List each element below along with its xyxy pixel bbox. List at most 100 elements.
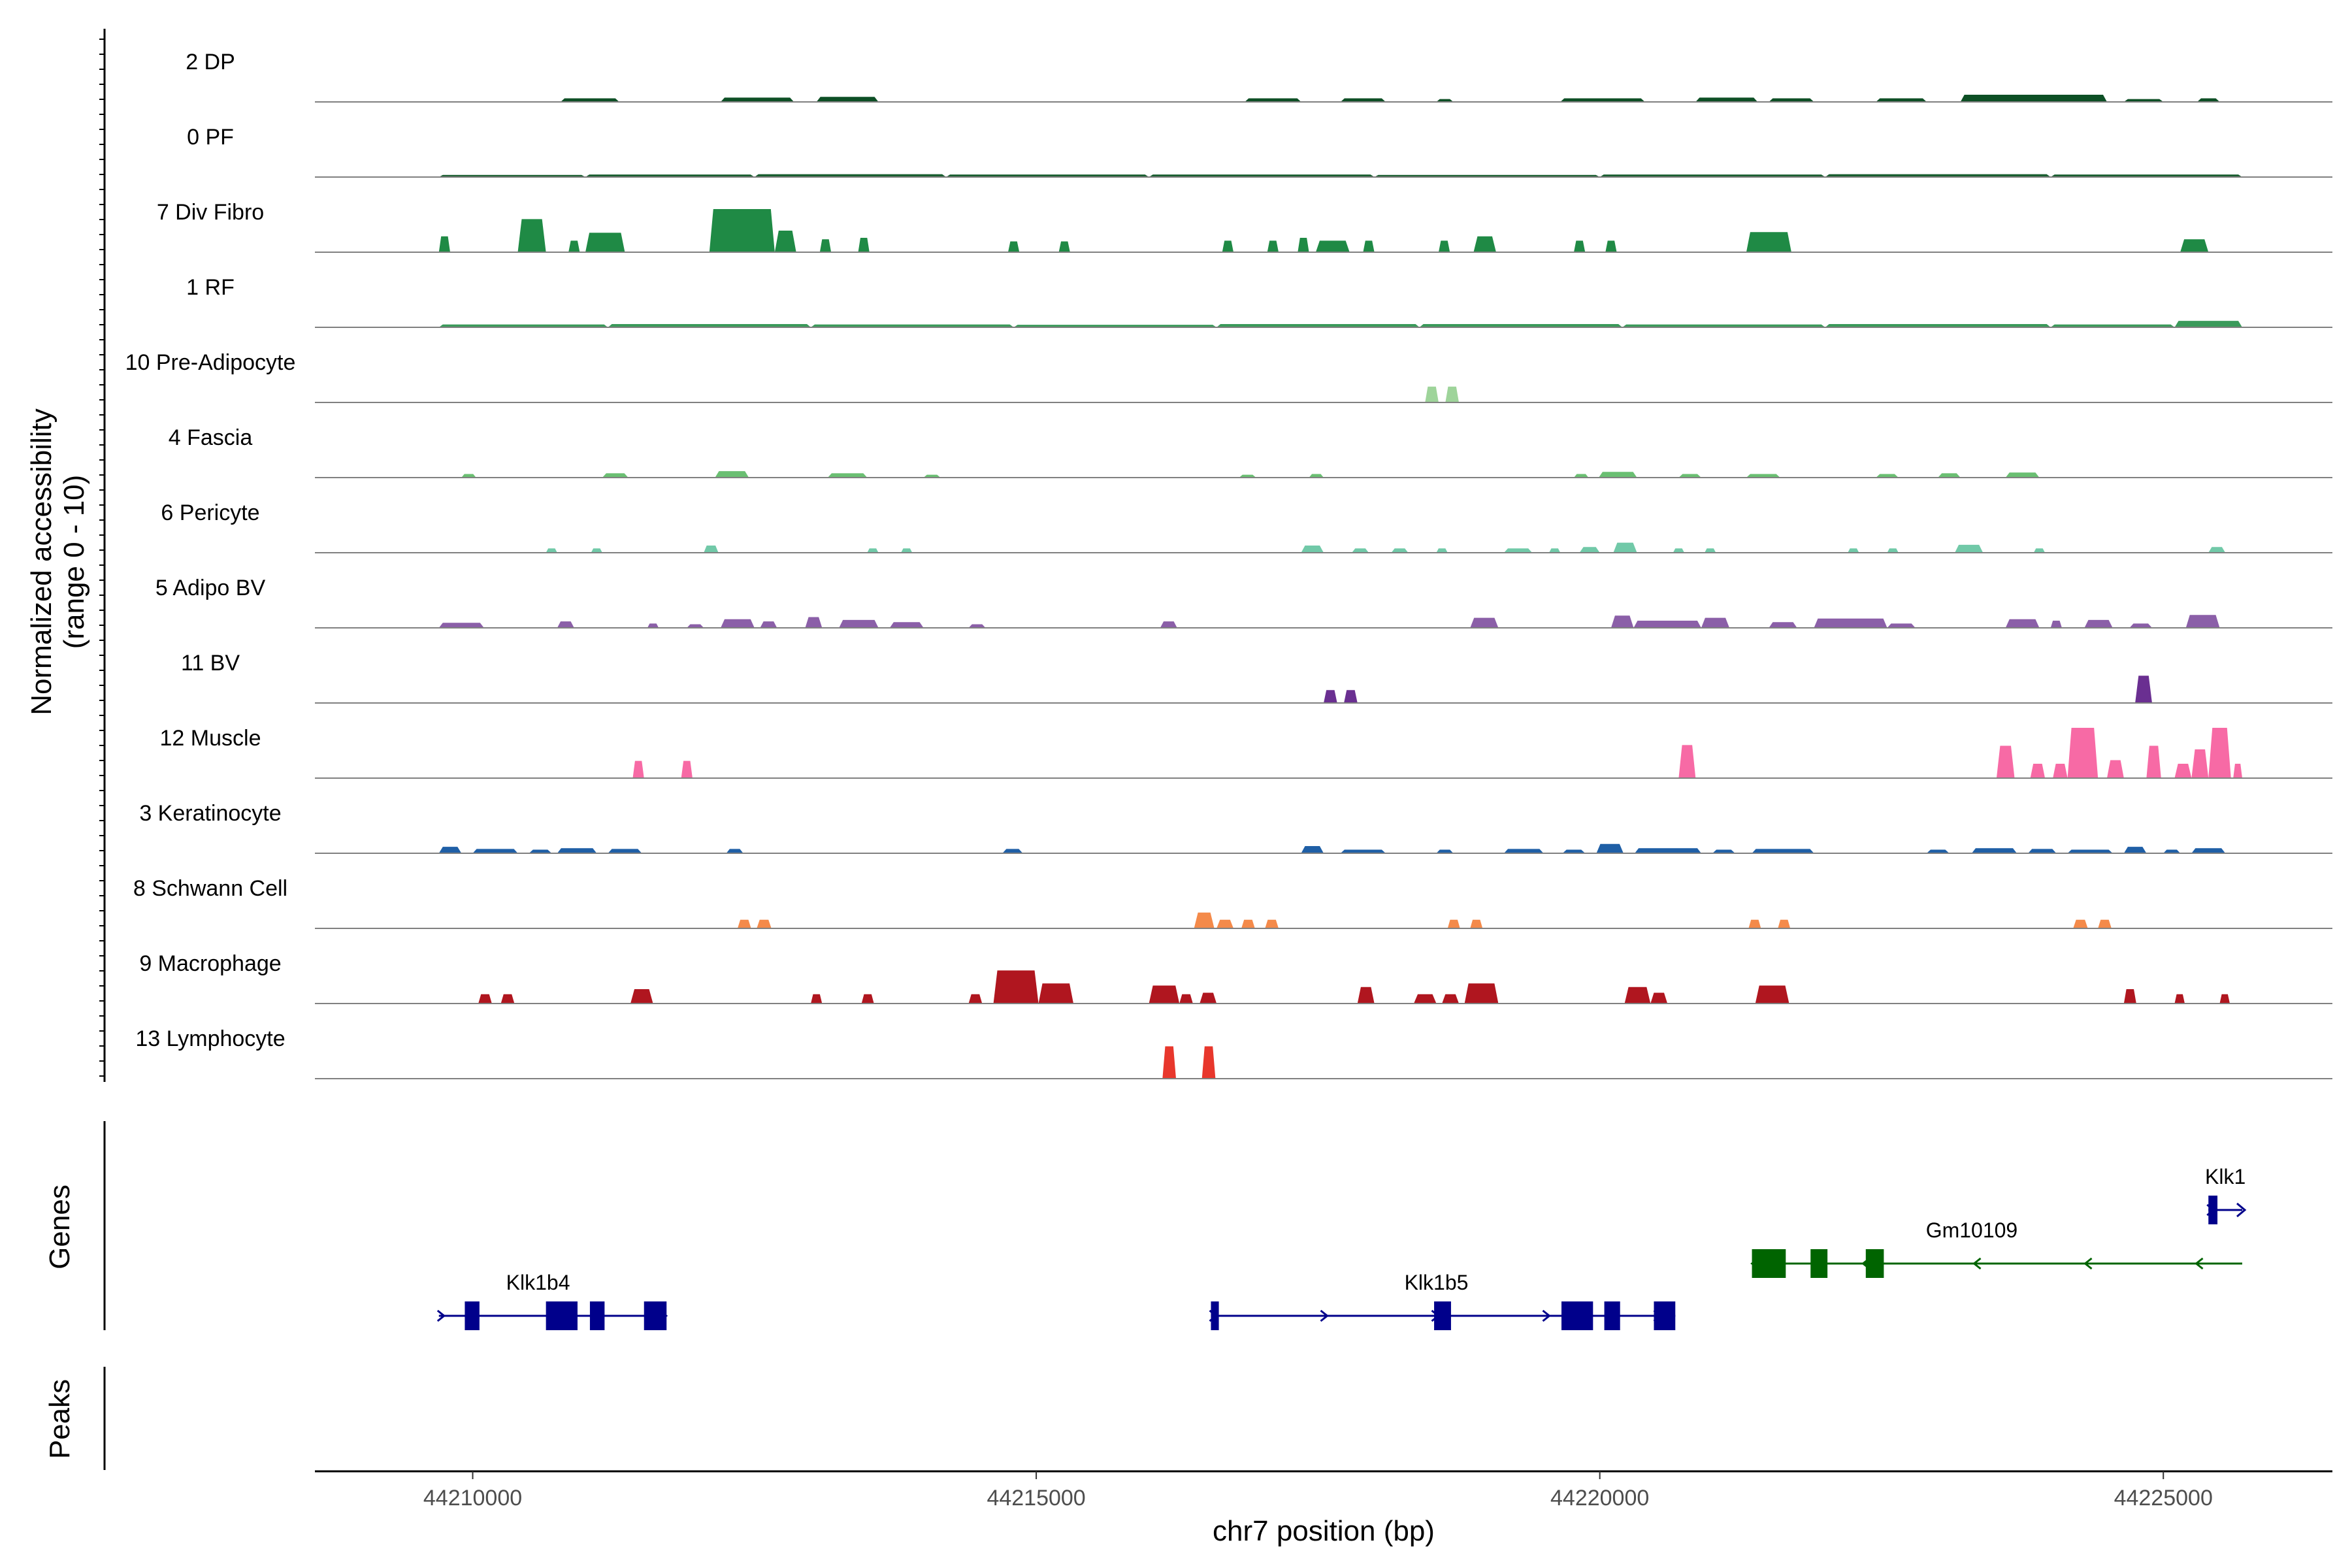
coverage-peak [2005, 619, 2040, 628]
coverage-peak [1938, 473, 1961, 478]
coverage-peak [472, 849, 518, 853]
coverage-peak [968, 624, 986, 628]
track-label: 5 Adipo BV [155, 576, 266, 600]
gene-label: Klk1b4 [506, 1271, 570, 1294]
gene-exon [546, 1301, 578, 1330]
track-label: 6 Pericyte [161, 500, 259, 525]
coverage-peak [2005, 472, 2040, 478]
coverage-peak [2123, 99, 2164, 102]
coverage-peak [529, 849, 552, 853]
coverage-peak [1002, 849, 1023, 853]
coverage-peak [1579, 547, 1600, 553]
coverage-peak [1955, 544, 1984, 553]
coverage-peak [557, 621, 574, 628]
coverage-peak [1678, 745, 1696, 778]
x-tick-label: 44210000 [423, 1486, 522, 1511]
x-axis-title: chr7 position (bp) [1213, 1515, 1435, 1547]
coverage-peak [1309, 474, 1324, 478]
coverage-peak [1391, 548, 1409, 553]
track: 0 PF [187, 125, 2332, 178]
coverage-peak [1971, 848, 2017, 853]
coverage-peak [1887, 623, 1916, 628]
coverage-peak [1438, 240, 1450, 252]
coverage-peak [438, 324, 608, 327]
coverage-peak [1504, 548, 1533, 553]
coverage-peak [1340, 98, 1386, 102]
coverage-peak [1217, 324, 1420, 327]
track-label: 12 Muscle [160, 726, 261, 751]
coverage-peak [2191, 749, 2209, 778]
gene-label: Klk1 [2205, 1165, 2246, 1188]
track: 2 DP [186, 50, 2332, 103]
coverage-peak [608, 324, 811, 327]
coverage-peak [1673, 548, 1685, 553]
coverage-peak [1265, 919, 1279, 928]
coverage-peak [1814, 618, 1887, 628]
track: 7 Div Fibro [157, 200, 2332, 253]
coverage-peak [1624, 987, 1651, 1004]
coverage-peak [1712, 849, 1735, 853]
coverage-peak [1996, 745, 2015, 778]
coverage-peak [1179, 994, 1193, 1004]
track-label: 8 Schwann Cell [133, 876, 287, 901]
coverage-peak [1605, 240, 1617, 252]
coverage-peak [602, 473, 629, 478]
coverage-peak [1217, 919, 1233, 928]
coverage-peak [1363, 240, 1375, 252]
coverage-peak [1447, 919, 1460, 928]
coverage-peak [1769, 98, 1814, 102]
coverage-tracks: 2 DP 0 PF 7 Div Fibro 1 RF 10 Pre-Adipocyte 4… [125, 50, 2332, 1079]
track-label: 2 DP [186, 50, 235, 74]
coverage-peak [1436, 99, 1454, 102]
coverage-peak [630, 989, 653, 1004]
coverage-peak [500, 994, 515, 1004]
gene-exon [465, 1301, 480, 1330]
gene-exon [1561, 1301, 1593, 1330]
track-label: 11 BV [181, 651, 240, 676]
coverage-peak [1301, 846, 1324, 853]
coverage-peak [2123, 847, 2147, 853]
gene-label: Klk1b5 [1405, 1271, 1469, 1294]
coverage-peak [1596, 843, 1624, 853]
coverage-peak [1746, 474, 1780, 478]
coverage-peak [901, 548, 913, 553]
coverage-peak [968, 994, 983, 1004]
x-tick-label: 44215000 [987, 1486, 1085, 1511]
coverage-peak [2219, 994, 2230, 1004]
y-axis-title-line-2: (range 0 - 10) [58, 475, 90, 649]
coverage-peak [1876, 474, 1899, 478]
coverage-peak [1746, 232, 1791, 252]
track: 6 Pericyte [161, 500, 2332, 553]
coverage-peak [2146, 745, 2161, 778]
coverage-peak [517, 219, 546, 252]
track: 4 Fascia [169, 425, 2332, 478]
gene-arrowhead [2236, 1202, 2247, 1218]
coverage-peak [1038, 983, 1074, 1004]
gene-exon [1865, 1249, 1884, 1278]
coverage-peak [2135, 676, 2152, 703]
gene-label: Gm10109 [1926, 1218, 2018, 1242]
coverage-peak [704, 546, 719, 553]
gene: Gm10109 [1750, 1218, 2242, 1278]
gene-exon [1434, 1301, 1451, 1330]
track: 8 Schwann Cell [133, 876, 2332, 929]
coverage-peak [1436, 849, 1454, 853]
genes-panel-title: Genes [44, 1184, 76, 1269]
coverage-peak [1825, 174, 2051, 177]
coverage-peak [1239, 474, 1256, 478]
coverage-peak [1007, 241, 1020, 252]
coverage-peak [2106, 760, 2124, 778]
gene-exon [1211, 1301, 1219, 1330]
coverage-peak [811, 324, 1014, 327]
coverage-peak [1650, 992, 1668, 1004]
coverage-peak [591, 548, 602, 553]
coverage-peak [721, 619, 755, 628]
coverage-peak [478, 994, 492, 1004]
coverage-peak [461, 474, 476, 478]
coverage-peak [681, 760, 693, 778]
track: 12 Muscle [160, 726, 2332, 779]
y-axis-title-line-1: Normalized accessibility [25, 408, 57, 715]
strand-chevron [1320, 1309, 1329, 1322]
coverage-peak [858, 238, 870, 252]
coverage-peak [1573, 474, 1589, 478]
